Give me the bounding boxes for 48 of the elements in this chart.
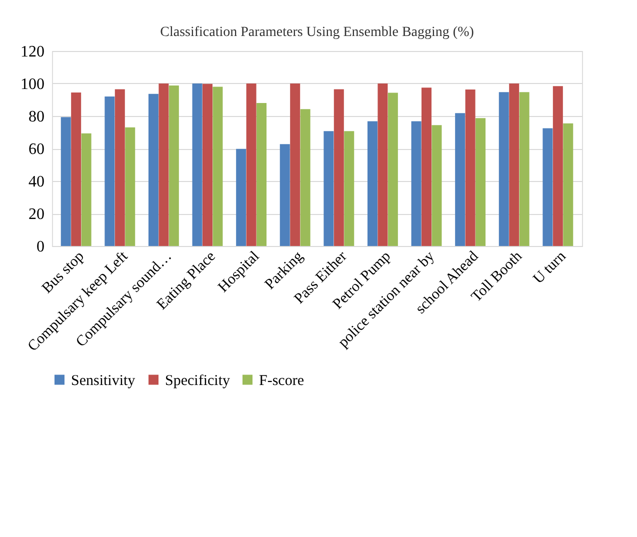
bar [552,86,563,246]
bar [422,88,432,246]
y-tick-label: 0 [36,238,44,256]
bar [104,96,115,246]
y-tick-label: 20 [28,206,44,223]
bar [300,109,310,246]
bar [509,84,520,246]
bar [158,84,169,246]
bar [280,144,290,246]
bar [388,92,398,246]
y-tick-label: 100 [20,76,44,93]
bar [344,131,354,246]
bar [81,133,92,246]
bar [60,117,71,246]
bar [563,123,574,246]
bar [125,127,136,246]
legend-label: Sensitivity [71,372,136,389]
bar [324,131,334,246]
bar [367,121,378,246]
bar [476,118,486,246]
bar [498,92,509,246]
bar [542,128,553,246]
bar [290,84,300,246]
bar [192,84,202,246]
bar [432,125,442,246]
bar [519,92,530,246]
bar [236,148,246,246]
y-tick-label: 80 [28,108,44,126]
bar [168,85,179,246]
bar [114,89,125,246]
x-tick-label: U turn [530,248,570,288]
legend-label: F-score [259,372,304,389]
legend-label: Specificity [165,372,230,389]
bar [202,84,212,246]
bar [246,84,256,246]
bar [256,103,267,246]
bar [71,92,82,246]
bar [465,90,476,246]
bar [455,113,466,246]
y-tick-label: 120 [20,44,44,60]
bar [212,86,223,246]
y-tick-label: 40 [28,174,44,190]
y-tick-label: 60 [28,141,44,158]
bar [411,121,422,246]
bar [334,89,344,246]
chart-title: Classification Parameters Using Ensemble Bagging (%) [160,25,474,40]
bar [378,84,388,246]
bar [148,94,158,246]
